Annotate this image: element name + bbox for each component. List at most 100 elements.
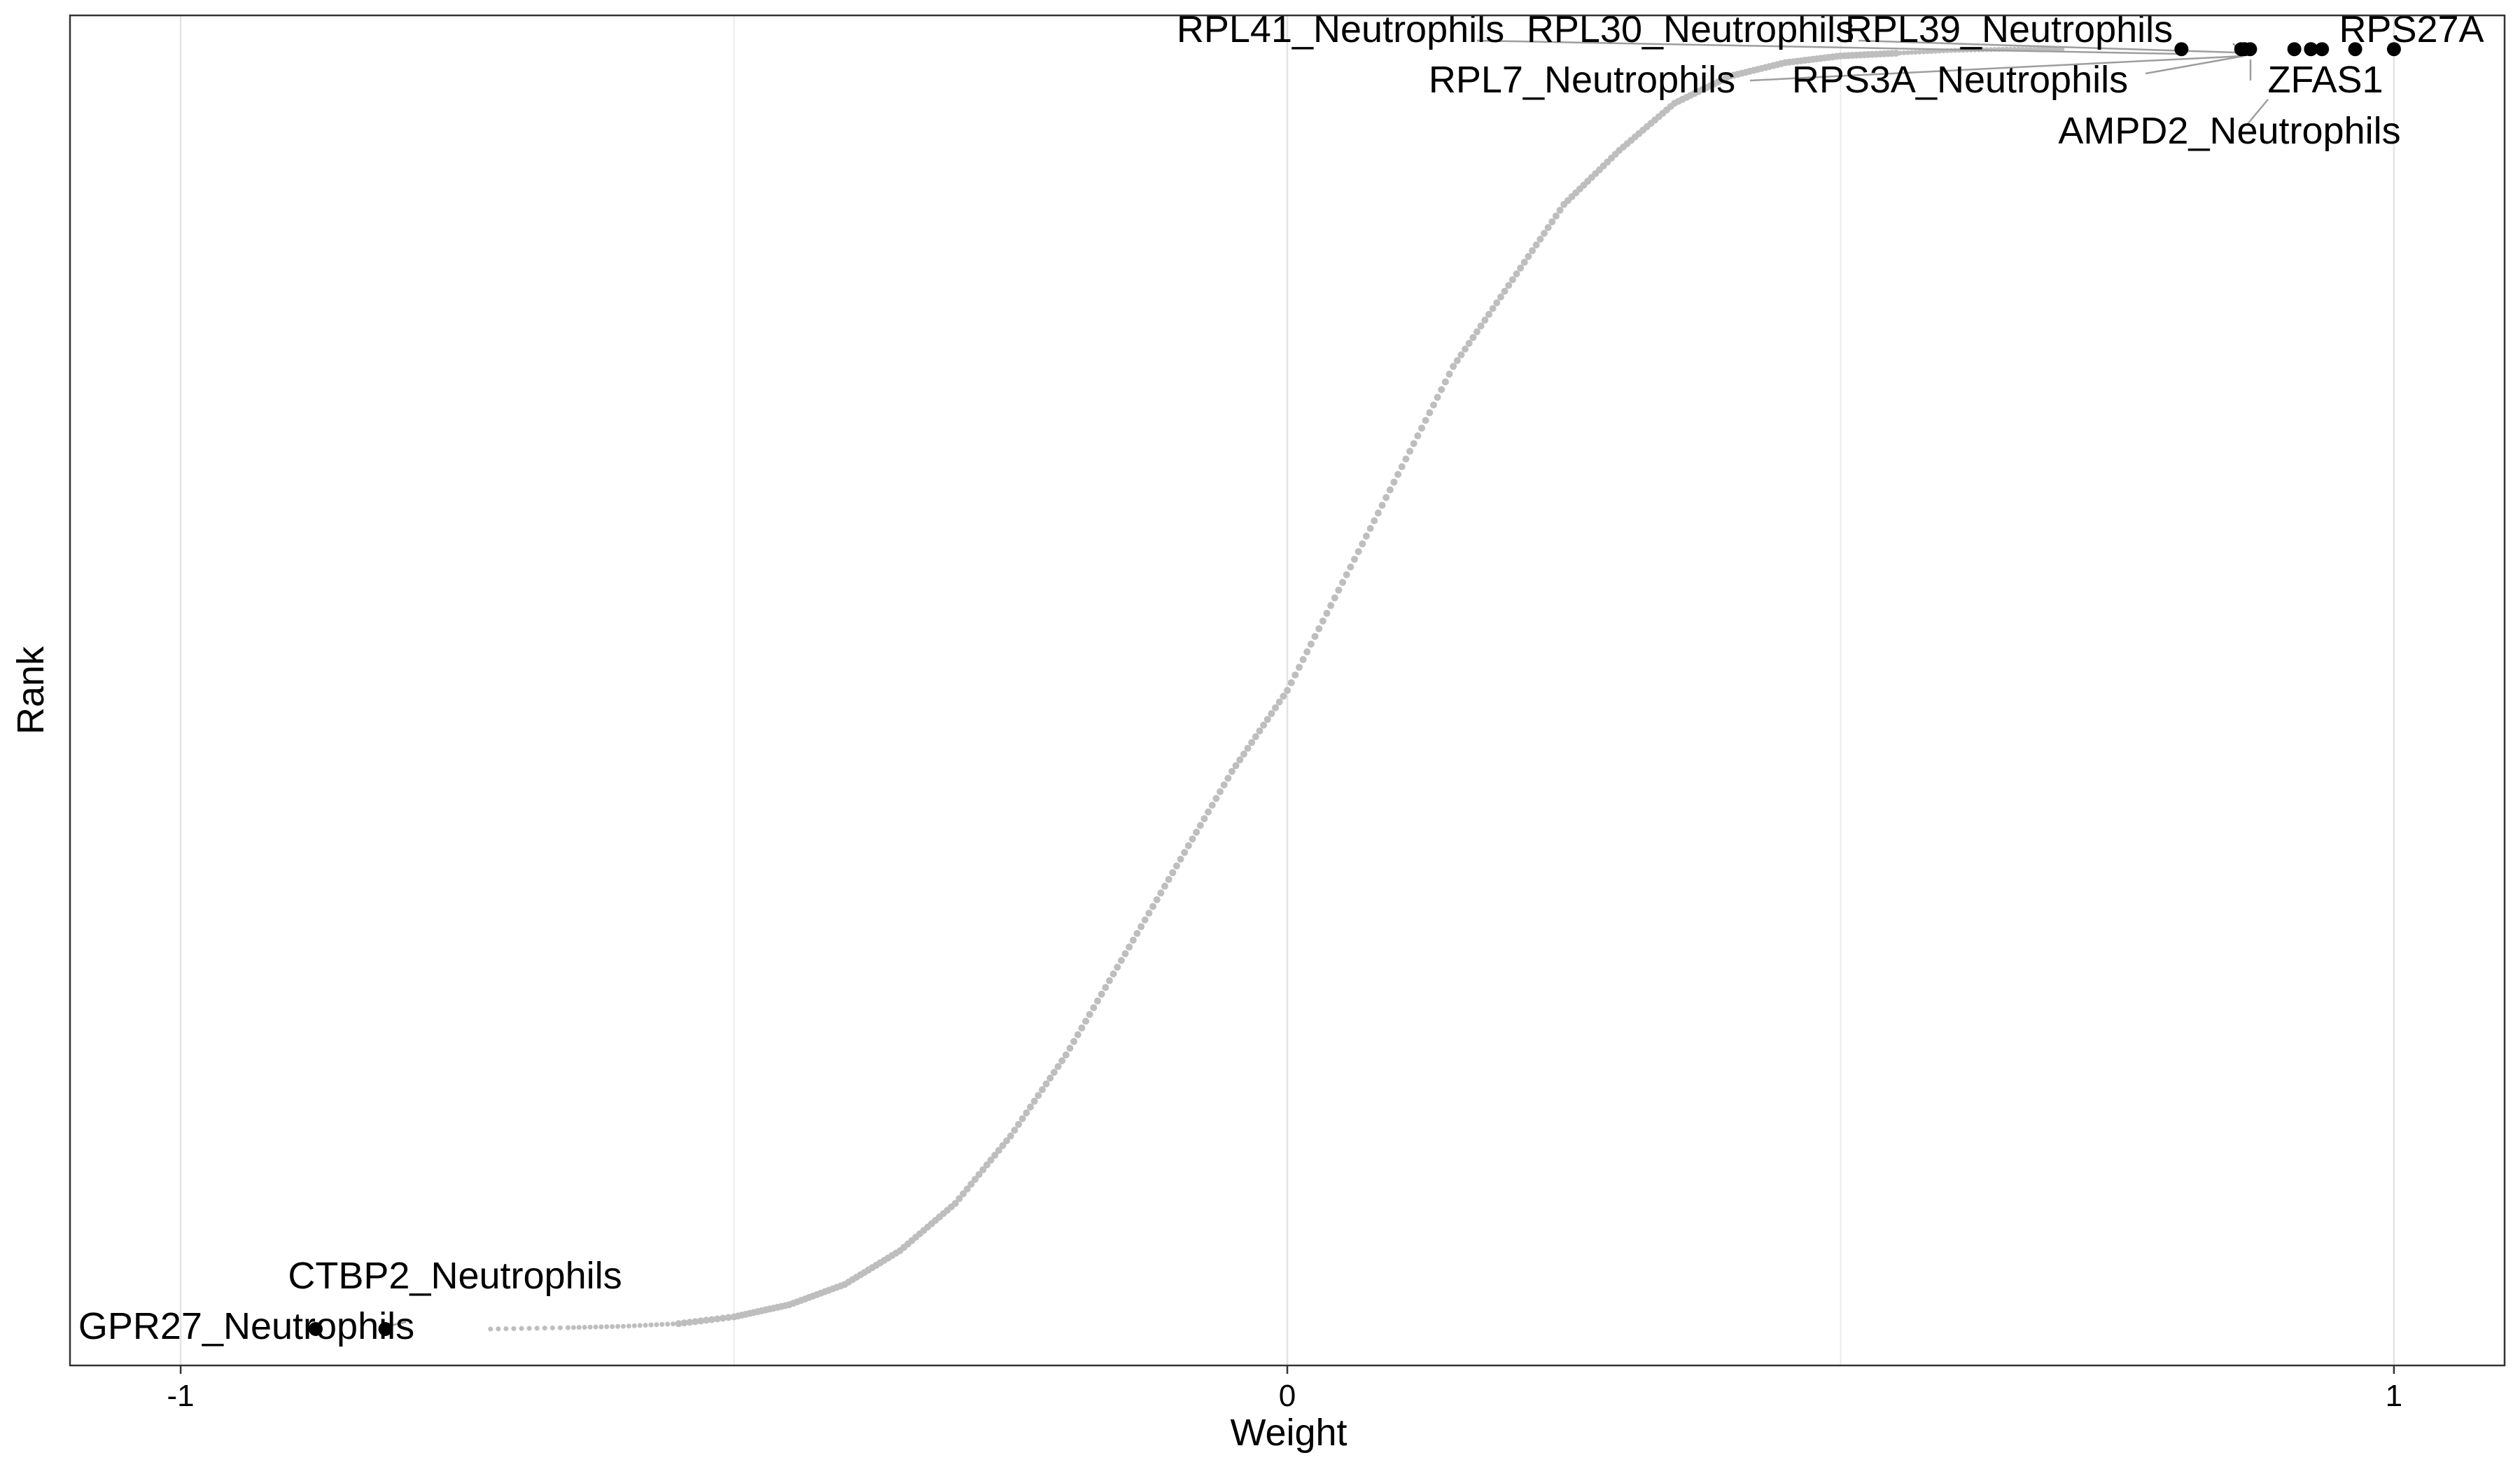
background-point bbox=[1027, 1103, 1035, 1111]
background-point bbox=[1110, 970, 1117, 978]
highlighted-point bbox=[2315, 42, 2330, 57]
background-point bbox=[1556, 207, 1564, 214]
background-point bbox=[576, 1325, 582, 1330]
background-point bbox=[1532, 241, 1540, 249]
background-point bbox=[1205, 808, 1212, 816]
background-point bbox=[1457, 351, 1465, 359]
background-point bbox=[1078, 1024, 1086, 1031]
background-point bbox=[1161, 882, 1168, 890]
background-point bbox=[724, 1314, 732, 1321]
background-point bbox=[1038, 1086, 1046, 1094]
background-point bbox=[1098, 990, 1105, 998]
background-point bbox=[1224, 774, 1232, 782]
background-point bbox=[979, 1166, 987, 1174]
background-point bbox=[1390, 478, 1398, 486]
background-point bbox=[1240, 750, 1247, 758]
background-point bbox=[1529, 247, 1536, 255]
background-point bbox=[519, 1326, 524, 1331]
background-point bbox=[1169, 869, 1177, 877]
background-point bbox=[1350, 555, 1358, 563]
x-tick-label: 0 bbox=[1279, 1379, 1296, 1413]
highlighted-point bbox=[2304, 42, 2318, 57]
background-point bbox=[1189, 835, 1196, 843]
x-axis-title: Weight bbox=[1230, 1412, 1347, 1454]
background-point bbox=[1133, 930, 1141, 938]
background-point bbox=[1398, 463, 1406, 471]
background-point bbox=[2051, 46, 2057, 52]
background-point bbox=[1520, 258, 1528, 266]
background-point bbox=[1465, 340, 1473, 347]
background-point bbox=[1248, 739, 1256, 746]
background-point bbox=[1386, 486, 1394, 494]
background-point bbox=[1331, 594, 1338, 602]
background-point bbox=[1469, 333, 1477, 341]
background-point bbox=[1292, 671, 1299, 679]
background-point bbox=[1007, 1132, 1014, 1140]
x-axis-ticks: -1 0 1 bbox=[167, 1365, 2402, 1413]
background-point bbox=[983, 1161, 990, 1169]
background-point bbox=[1540, 230, 1548, 237]
point-label: ZFAS1 bbox=[2267, 59, 2383, 101]
leader-line bbox=[1749, 55, 2244, 82]
background-point bbox=[1252, 733, 1259, 741]
background-point bbox=[1925, 49, 1931, 55]
point-label: CTBP2_Neutrophils bbox=[288, 1255, 622, 1297]
background-point bbox=[1299, 655, 1307, 663]
background-point bbox=[1275, 698, 1283, 706]
background-point bbox=[1343, 571, 1350, 578]
background-point bbox=[719, 1314, 727, 1322]
background-point bbox=[665, 1321, 671, 1327]
background-point bbox=[1508, 276, 1516, 284]
background-point bbox=[1362, 532, 1370, 540]
background-point bbox=[703, 1316, 710, 1324]
leader-line bbox=[1858, 39, 2237, 54]
background-point bbox=[999, 1142, 1007, 1150]
background-point bbox=[1913, 50, 1919, 55]
background-point bbox=[1477, 322, 1485, 330]
background-point bbox=[1909, 50, 1914, 55]
highlighted-point bbox=[2287, 42, 2302, 57]
background-point bbox=[1149, 903, 1157, 910]
background-point bbox=[713, 1315, 721, 1323]
background-point bbox=[1070, 1038, 1078, 1045]
background-point bbox=[1453, 357, 1461, 365]
background-point bbox=[1030, 1097, 1038, 1105]
background-point bbox=[2039, 46, 2045, 52]
background-point bbox=[1196, 821, 1204, 829]
background-point bbox=[1410, 440, 1418, 447]
background-point bbox=[951, 1200, 959, 1207]
background-point bbox=[565, 1325, 570, 1330]
background-point bbox=[686, 1319, 694, 1326]
background-point bbox=[1414, 432, 1422, 440]
background-point bbox=[626, 1323, 631, 1329]
background-point bbox=[708, 1316, 715, 1323]
background-point bbox=[488, 1326, 493, 1332]
background-point bbox=[1552, 212, 1560, 220]
background-point bbox=[1212, 795, 1220, 802]
background-point bbox=[680, 1319, 688, 1327]
background-point bbox=[620, 1323, 626, 1329]
background-point bbox=[1497, 293, 1504, 301]
background-point bbox=[1126, 943, 1133, 951]
background-point bbox=[1165, 875, 1172, 883]
background-point bbox=[1228, 767, 1236, 775]
background-point bbox=[1394, 471, 1402, 478]
background-point bbox=[1181, 849, 1189, 856]
background-point bbox=[1359, 540, 1366, 548]
background-point bbox=[1011, 1126, 1018, 1134]
background-point bbox=[1172, 862, 1180, 870]
label-leader-lines bbox=[383, 39, 2269, 1328]
background-point bbox=[1184, 842, 1192, 849]
background-point bbox=[582, 1324, 587, 1330]
background-point bbox=[557, 1325, 563, 1330]
background-point bbox=[1244, 744, 1252, 752]
background-point bbox=[697, 1317, 705, 1325]
background-point bbox=[570, 1325, 576, 1330]
background-point bbox=[1378, 501, 1386, 509]
background-point bbox=[1042, 1080, 1050, 1087]
leader-line bbox=[2246, 99, 2269, 125]
background-point bbox=[1917, 49, 1922, 55]
background-point bbox=[1426, 409, 1434, 417]
background-point bbox=[1536, 235, 1544, 243]
